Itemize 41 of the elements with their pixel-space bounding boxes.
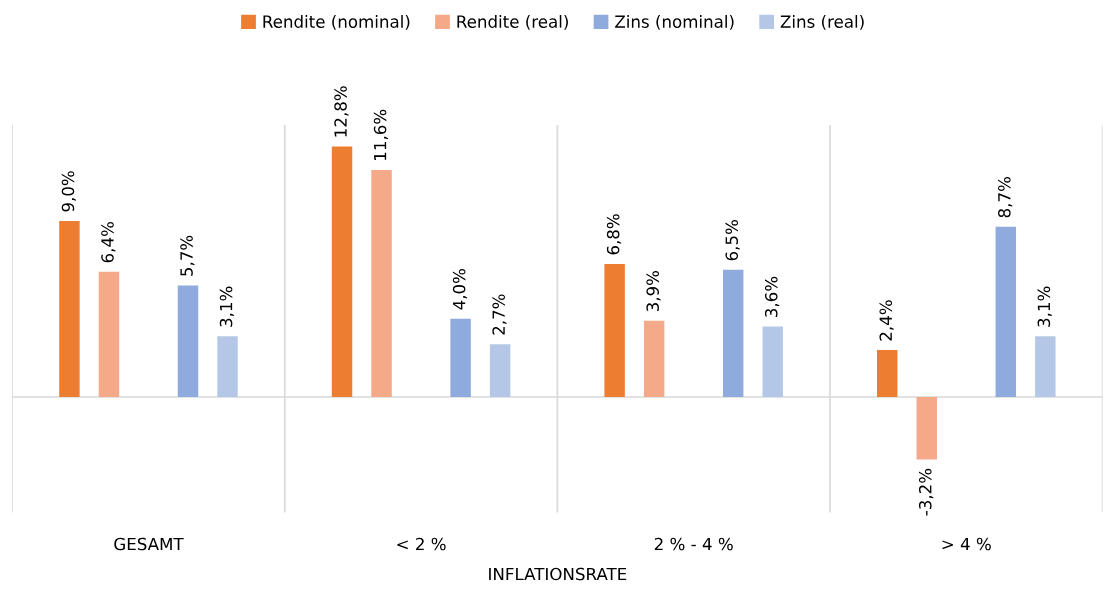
data-label: 3,1% [219,286,235,327]
bar [59,220,80,397]
bar [331,146,353,397]
data-label: 2,4% [879,300,894,341]
legend-label: Rendite (real) [457,15,568,30]
bar [371,170,392,397]
data-label: 8,7% [998,177,1013,218]
bar [877,350,898,397]
data-label: -3,2% [918,468,934,516]
legend-label: Rendite (nominal) [263,15,410,30]
x-tick-label: GESAMT [114,537,184,551]
bar [489,344,511,397]
x-axis-title: INFLATIONSRATE [489,567,627,581]
data-label: 3,1% [1037,286,1052,327]
bar [916,396,937,460]
bar [995,226,1017,397]
data-label: 3,6% [764,276,780,317]
bar [722,269,744,397]
data-label: 5,7% [180,235,195,276]
data-label: 6,4% [101,222,116,263]
bar [98,271,120,397]
data-label: 12,8% [334,86,349,137]
x-tick-label: < 2 % [397,537,446,551]
legend-label: Zins (real) [780,15,864,30]
bar [762,326,783,397]
data-label: 2,7% [492,294,507,335]
bar [450,318,471,397]
x-tick-label: 2 % - 4 % [654,537,733,551]
bar [604,263,625,397]
bar [1035,336,1056,397]
data-label: 6,5% [725,220,740,261]
data-label: 6,8% [606,214,622,255]
bar [177,285,199,397]
legend-label: Zins (nominal) [615,15,734,30]
data-label: 4,0% [452,268,468,310]
x-tick-label: > 4 % [942,537,991,551]
data-label: 11,6% [373,109,389,160]
bar [217,336,238,397]
data-label: 3,9% [646,270,661,312]
bar [643,320,665,397]
data-label: 9,0% [61,171,76,212]
